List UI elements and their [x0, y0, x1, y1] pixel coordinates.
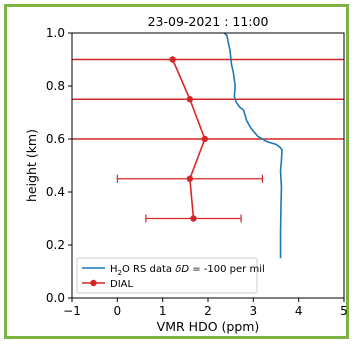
y-axis-label: height (km) — [24, 129, 39, 202]
x-axis-label: VMR HDO (ppm) — [157, 319, 260, 334]
series-line-h2o-rs — [223, 32, 283, 259]
dial-point-4 — [169, 56, 176, 63]
dial-point-2 — [201, 135, 209, 143]
y-tick-label-2: 0.4 — [46, 185, 65, 199]
legend-label-dial: DIAL — [110, 279, 133, 290]
y-tick-label-4: 0.8 — [46, 79, 65, 93]
y-tick-label-5: 1.0 — [46, 26, 65, 40]
chart-title: 23-09-2021 : 11:00 — [148, 14, 269, 29]
x-tick-label-5: 4 — [295, 304, 303, 318]
x-tick-label-2: 1 — [159, 304, 167, 318]
legend: H2O RS data δD = -100 per mil DIAL — [76, 257, 265, 294]
legend-marker-dial — [90, 279, 97, 287]
x-tick-label-0: −1 — [63, 304, 81, 318]
dial-point-0 — [190, 215, 197, 222]
y-tick-label-0: 0.0 — [46, 291, 65, 305]
dial-point-3 — [186, 96, 194, 103]
legend-box — [76, 257, 258, 294]
plot-area — [72, 33, 344, 298]
x-tick-label-4: 3 — [250, 304, 258, 318]
y-tick-label-1: 0.2 — [46, 238, 65, 252]
y-tick-label-3: 0.6 — [46, 132, 65, 146]
x-tick-label-1: 0 — [114, 304, 122, 318]
dial-point-1 — [186, 175, 194, 182]
legend-label-h2o-rs: H2O RS data δD = -100 per mil — [110, 264, 265, 277]
x-tick-label-3: 2 — [204, 304, 212, 318]
x-tick-label-6: 5 — [340, 304, 348, 318]
